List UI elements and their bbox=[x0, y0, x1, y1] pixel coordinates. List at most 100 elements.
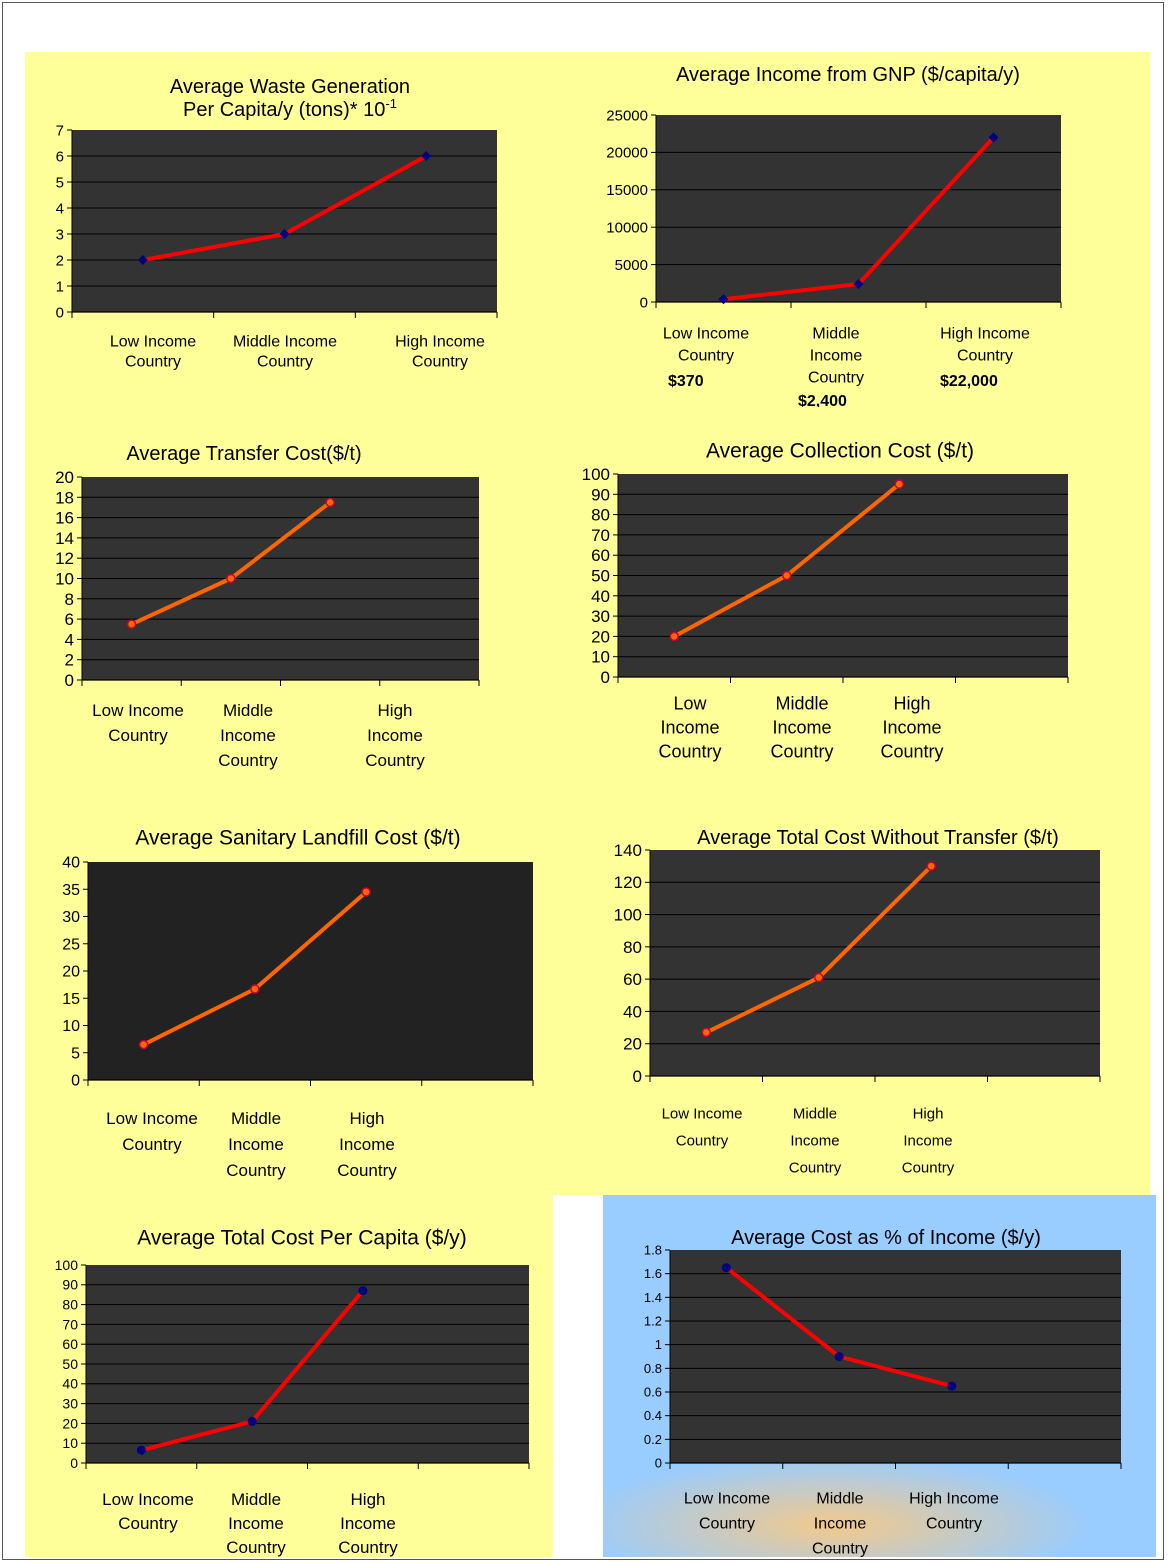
y-tick-label: 20 bbox=[55, 468, 74, 487]
data-point bbox=[325, 497, 335, 508]
chart-title: Average Cost as % of Income ($/y) bbox=[731, 1227, 1041, 1249]
y-tick-label: 0 bbox=[71, 1073, 80, 1090]
chart-svg: 0 5000 10000 15000 20000 25000 Average Income … bbox=[606, 64, 1062, 407]
y-tick-label: 60 bbox=[591, 546, 610, 565]
plot-area bbox=[88, 862, 533, 1080]
y-tick-label: 30 bbox=[62, 909, 80, 926]
y-tick-label: 25 bbox=[62, 936, 80, 953]
y-tick-label: 6 bbox=[65, 610, 74, 629]
data-point bbox=[947, 1381, 957, 1391]
y-tick-label: 5000 bbox=[615, 257, 648, 274]
y-tick-label: 140 bbox=[614, 841, 642, 860]
y-tick-label: 20 bbox=[623, 1035, 642, 1054]
chart-panel-pct-income: 0 0.2 0.4 0.6 0.8 1 1.2 1.4 1.6 1.8 Average Cost a… bbox=[603, 1195, 1156, 1557]
chart-panel-landfill: 0 5 10 15 20 25 30 35 40 Average Sanitary Landfil… bbox=[25, 795, 553, 1195]
x-category-label: Middle Income Country bbox=[808, 326, 864, 387]
data-point bbox=[701, 1027, 711, 1038]
y-tick-label: 12 bbox=[55, 549, 74, 568]
y-tick-label: 10 bbox=[62, 1018, 80, 1035]
data-point bbox=[894, 479, 904, 489]
y-tick-label: 18 bbox=[55, 488, 74, 507]
data-point bbox=[138, 1039, 149, 1050]
y-tick-label: 0.2 bbox=[644, 1432, 662, 1447]
y-tick-label: 0 bbox=[56, 304, 64, 321]
data-point bbox=[834, 1352, 844, 1361]
y-tick-label: 100 bbox=[55, 1257, 79, 1273]
y-tick-label: 10000 bbox=[606, 219, 648, 236]
y-tick-label: 20 bbox=[62, 1415, 78, 1431]
y-tick-label: 30 bbox=[591, 607, 610, 626]
chart-svg: 0 5 10 15 20 25 30 35 40 Average Sanitary Landfil… bbox=[62, 826, 534, 1180]
x-category-label: High Income Country bbox=[395, 334, 485, 371]
data-point bbox=[721, 1263, 731, 1273]
y-tick-label: 60 bbox=[623, 970, 642, 989]
category-value-label: $22,000 bbox=[940, 373, 998, 390]
data-point bbox=[814, 972, 824, 983]
chart-panel-per-capita: 0 10 20 30 40 50 60 70 80 90 100 Average Total Cost… bbox=[25, 1195, 553, 1557]
plot-area bbox=[656, 115, 1061, 302]
x-category-label: High Income Country bbox=[940, 326, 1030, 365]
x-category-label: High Income Country bbox=[909, 1491, 999, 1533]
x-category-label: High Income Country bbox=[365, 701, 425, 770]
x-category-label: Low Income Country bbox=[663, 326, 749, 365]
x-category-label: Low Income Country bbox=[110, 334, 196, 371]
x-category-label: Low Income Country bbox=[684, 1491, 770, 1533]
x-category-label: Middle Income Country bbox=[812, 1491, 868, 1557]
y-tick-label: 1 bbox=[56, 278, 64, 295]
y-tick-label: 40 bbox=[62, 855, 80, 872]
data-point bbox=[782, 570, 792, 581]
data-point bbox=[421, 151, 432, 161]
x-category-label: Middle Income Country bbox=[226, 1109, 286, 1180]
y-tick-label: 5 bbox=[56, 174, 64, 191]
chart-panel-transfer: 0 2 4 6 8 10 12 14 16 18 20 Average Transfer Cost($… bbox=[25, 412, 553, 795]
y-tick-label: 0 bbox=[633, 1067, 642, 1086]
y-tick-label: 60 bbox=[62, 1336, 78, 1352]
x-category-label: Middle Income Country bbox=[789, 1105, 842, 1176]
y-tick-label: 6 bbox=[56, 148, 64, 165]
x-category-label: Low Income Country bbox=[662, 1105, 743, 1149]
data-point bbox=[226, 573, 236, 584]
data-point bbox=[137, 255, 148, 265]
y-tick-label: 0.8 bbox=[644, 1361, 662, 1376]
data-point bbox=[247, 1416, 257, 1426]
data-point bbox=[988, 132, 999, 143]
x-category-label: Low Income Country bbox=[92, 701, 184, 745]
y-tick-label: 1.4 bbox=[644, 1290, 662, 1305]
y-tick-label: 35 bbox=[62, 882, 80, 899]
y-tick-label: 4 bbox=[65, 630, 74, 649]
chart-panel-waste: 0 1 2 3 4 5 6 7 Average Waste Generation Per Capi… bbox=[25, 52, 553, 412]
category-value-label: $370 bbox=[668, 373, 704, 390]
chart-svg: 0 1 2 3 4 5 6 7 Average Waste Generation Per Capi… bbox=[56, 76, 498, 371]
y-tick-label: 0.6 bbox=[644, 1385, 662, 1400]
data-point bbox=[126, 619, 137, 629]
y-tick-label: 40 bbox=[62, 1376, 78, 1392]
y-tick-label: 2 bbox=[65, 651, 74, 670]
y-tick-label: 10 bbox=[62, 1435, 78, 1451]
y-tick-label: 50 bbox=[591, 566, 610, 585]
x-category-label: High Income Country bbox=[338, 1490, 398, 1557]
y-tick-label: 25000 bbox=[606, 107, 648, 124]
plot-area bbox=[670, 1250, 1121, 1463]
y-tick-label: 0 bbox=[640, 294, 648, 311]
data-point bbox=[250, 984, 260, 994]
chart-panel-collection: 0 10 20 30 40 50 60 70 80 90 100 Average Collection… bbox=[553, 407, 1150, 795]
data-point bbox=[279, 229, 290, 239]
y-tick-label: 7 bbox=[56, 122, 64, 139]
data-point bbox=[926, 861, 936, 871]
y-tick-label: 8 bbox=[65, 590, 74, 609]
y-tick-label: 15 bbox=[62, 991, 80, 1008]
chart-title: Average Income from GNP ($/capita/y) bbox=[676, 64, 1020, 86]
y-tick-label: 1.2 bbox=[644, 1314, 662, 1329]
y-tick-label: 5 bbox=[71, 1045, 80, 1062]
y-tick-label: 80 bbox=[623, 938, 642, 957]
chart-svg: 0 20 40 60 80 100 120 140 Average Total Cost Wit… bbox=[614, 827, 1101, 1176]
y-tick-label: 2 bbox=[56, 252, 64, 269]
y-tick-label: 90 bbox=[62, 1277, 78, 1293]
y-tick-label: 10 bbox=[55, 569, 74, 588]
chart-title: Average Total Cost Without Transfer ($/t… bbox=[697, 827, 1059, 849]
y-tick-label: 20 bbox=[62, 964, 80, 981]
y-tick-label: 4 bbox=[56, 200, 64, 217]
